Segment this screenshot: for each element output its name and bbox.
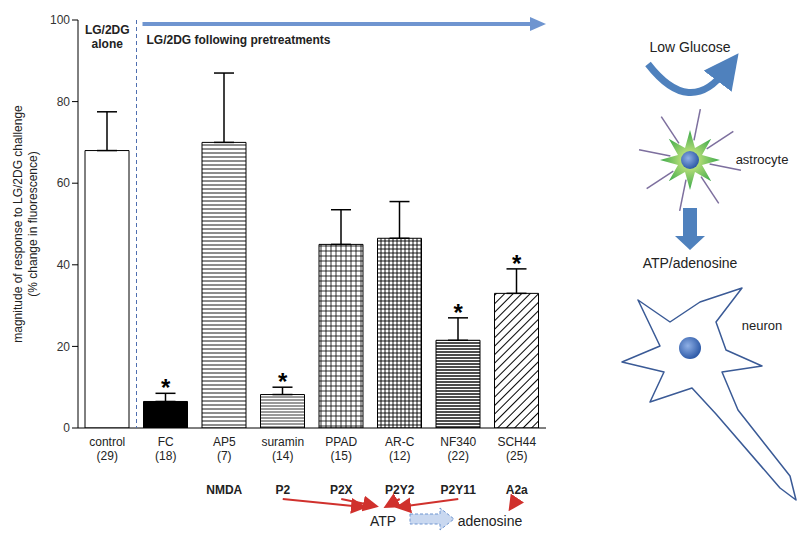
svg-text:PPAD: PPAD: [325, 435, 357, 449]
svg-text:100: 100: [50, 13, 70, 27]
svg-text:(22): (22): [448, 449, 469, 463]
svg-text:alone: alone: [92, 37, 124, 51]
svg-text:ATP/adenosine: ATP/adenosine: [643, 255, 738, 271]
svg-text:astrocyte: astrocyte: [736, 152, 789, 167]
svg-text:(12): (12): [389, 449, 410, 463]
svg-text:LG/2DG following pretreatments: LG/2DG following pretreatments: [147, 33, 331, 47]
svg-text:*: *: [161, 374, 171, 401]
svg-text:LG/2DG: LG/2DG: [85, 23, 130, 37]
svg-text:*: *: [454, 299, 464, 326]
svg-text:0: 0: [63, 421, 70, 435]
svg-text:(7): (7): [217, 449, 232, 463]
svg-text:AP5: AP5: [213, 435, 236, 449]
svg-text:control: control: [89, 435, 125, 449]
svg-text:20: 20: [57, 340, 71, 354]
svg-text:*: *: [512, 250, 522, 277]
svg-text:*: *: [278, 368, 288, 395]
svg-text:ATP: ATP: [370, 513, 396, 529]
svg-text:SCH44: SCH44: [497, 435, 536, 449]
svg-text:AR-C: AR-C: [385, 435, 415, 449]
svg-text:FC: FC: [158, 435, 174, 449]
svg-text:(29): (29): [97, 449, 118, 463]
svg-text:(18): (18): [155, 449, 176, 463]
svg-text:(25): (25): [506, 449, 527, 463]
svg-text:adenosine: adenosine: [458, 513, 523, 529]
svg-text:P2Y2: P2Y2: [385, 483, 415, 497]
svg-text:NMDA: NMDA: [206, 483, 242, 497]
svg-text:80: 80: [57, 95, 71, 109]
svg-text:P2X: P2X: [330, 483, 353, 497]
svg-text:60: 60: [57, 176, 71, 190]
svg-text:suramin: suramin: [261, 435, 304, 449]
svg-text:P2Y11: P2Y11: [441, 483, 477, 497]
svg-text:P2: P2: [275, 483, 290, 497]
svg-text:A2a: A2a: [506, 483, 528, 497]
svg-text:Low Glucose: Low Glucose: [650, 39, 731, 55]
svg-text:(14): (14): [272, 449, 293, 463]
svg-text:neuron: neuron: [742, 318, 782, 333]
svg-text:NF340: NF340: [440, 435, 476, 449]
svg-text:40: 40: [57, 258, 71, 272]
svg-text:(15): (15): [331, 449, 352, 463]
svg-text:magnitude of response to LG/2D: magnitude of response to LG/2DG challeng…: [11, 105, 40, 343]
